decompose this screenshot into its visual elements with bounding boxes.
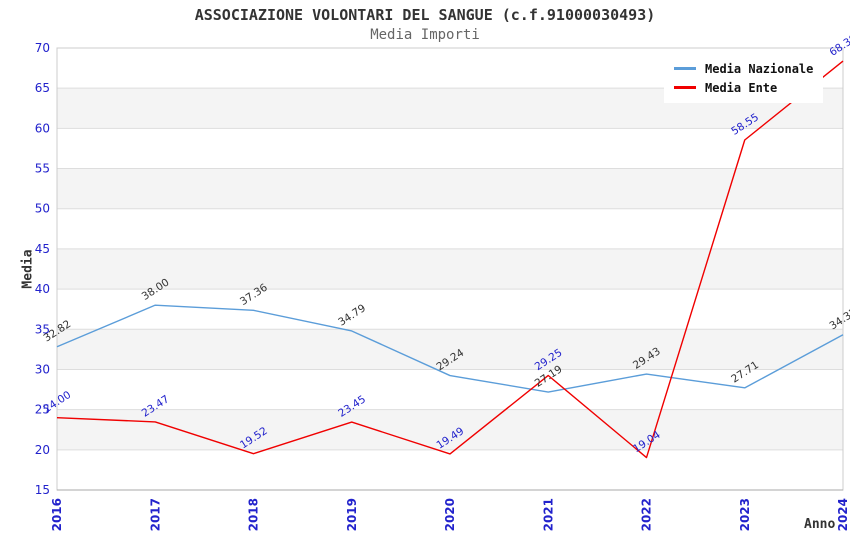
legend: Media Nazionale Media Ente [664,53,824,103]
y-tick-label: 45 [35,242,50,256]
y-axis-label: Media [20,249,36,289]
x-tick-label: 2019 [345,498,359,531]
chart-title: ASSOCIAZIONE VOLONTARI DEL SANGUE (c.f.9… [194,6,656,24]
y-tick-label: 35 [35,322,50,336]
legend-label: Media Ente [705,80,778,95]
x-tick-label: 2017 [148,498,162,531]
y-tick-label: 60 [35,121,50,135]
legend-item-media-ente: Media Ente [674,78,813,97]
x-tick-label: 2018 [247,498,261,531]
point-label: 34.32 [827,306,850,332]
grid-band [57,409,843,450]
grid-band [57,248,843,290]
y-tick-label: 20 [35,443,50,457]
point-label: 68.38 [827,32,850,58]
y-tick-label: 65 [35,81,50,95]
x-tick-label: 2020 [443,498,457,531]
x-axis-label: Anno [804,517,836,532]
grid-band [57,329,843,370]
legend-label: Media Nazionale [705,61,814,76]
y-tick-label: 15 [35,483,50,497]
y-tick-label: 30 [35,362,50,376]
y-tick-label: 70 [35,41,50,55]
series-line-media-ente [56,60,844,459]
legend-swatch-icon [674,67,696,70]
y-tick-label: 55 [35,162,50,176]
x-tick-label: 2022 [640,498,654,531]
grid-band [57,168,843,209]
legend-item-media-nazionale: Media Nazionale [674,59,813,78]
y-tick-label: 50 [35,202,50,216]
y-tick-label: 40 [35,282,50,296]
chart-subtitle: Media Importi [370,27,480,43]
x-tick-label: 2021 [541,498,555,531]
x-tick-label: 2016 [50,498,64,531]
point-label: 34.79 [336,302,368,328]
x-tick-label: 2024 [836,498,850,531]
x-tick-label: 2023 [738,498,752,531]
y-tick-label: 25 [35,403,50,417]
legend-swatch-icon [674,86,696,89]
series-line-media-nazionale [56,304,844,393]
